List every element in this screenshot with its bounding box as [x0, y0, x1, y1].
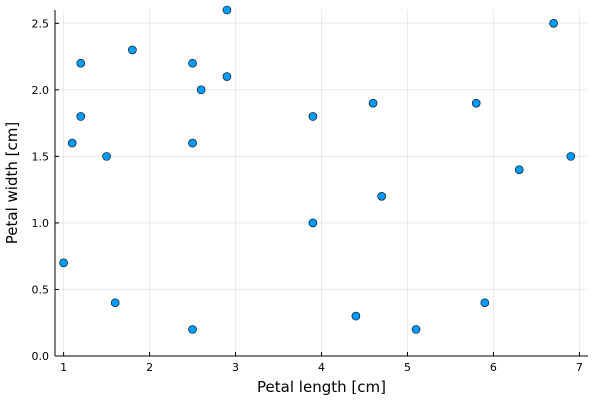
x-tick-label: 4 — [318, 361, 325, 374]
data-point — [188, 58, 197, 68]
x-tick-label: 5 — [404, 361, 411, 374]
y-tick-label: 2.5 — [32, 17, 50, 30]
y-tick-label: 2.0 — [32, 84, 50, 97]
y-tick-label: 0.0 — [32, 350, 50, 363]
data-point — [110, 298, 120, 308]
x-axis-title: Petal length [cm] — [257, 378, 386, 396]
data-point — [411, 325, 421, 334]
data-point — [102, 152, 111, 161]
data-point — [76, 58, 86, 68]
data-point — [351, 311, 361, 321]
data-point — [377, 192, 386, 201]
tick-labels: 1 2 3 4 5 6 7 0.0 0.5 1.0 1.5 2.0 2.5 — [32, 17, 583, 374]
data-point — [368, 98, 378, 108]
data-point — [222, 72, 232, 81]
data-point — [196, 85, 206, 95]
data-point — [188, 138, 197, 148]
x-tick-label: 6 — [490, 361, 497, 374]
data-point — [308, 112, 318, 121]
axes — [54, 10, 588, 357]
x-tick-label: 2 — [146, 361, 153, 374]
y-axis-title: Petal width [cm] — [3, 122, 21, 244]
data-point — [67, 138, 77, 148]
data-point — [308, 218, 318, 228]
x-tick-label: 3 — [232, 361, 239, 374]
x-tick-label: 7 — [576, 361, 583, 374]
data-point — [549, 19, 558, 28]
data-point — [59, 258, 68, 268]
x-tick-label: 1 — [60, 361, 67, 374]
data-point — [188, 325, 197, 334]
data-point — [76, 112, 86, 121]
grid — [55, 10, 588, 357]
y-tick-label: 1.5 — [32, 150, 50, 163]
data-point — [128, 45, 137, 55]
data-point — [480, 298, 490, 308]
data-point — [566, 152, 576, 161]
y-tick-label: 0.5 — [32, 283, 50, 296]
y-tick-label: 1.0 — [32, 217, 50, 230]
data-point — [222, 5, 232, 15]
data-point — [471, 98, 481, 108]
data-points — [59, 5, 576, 334]
data-point — [514, 165, 524, 174]
